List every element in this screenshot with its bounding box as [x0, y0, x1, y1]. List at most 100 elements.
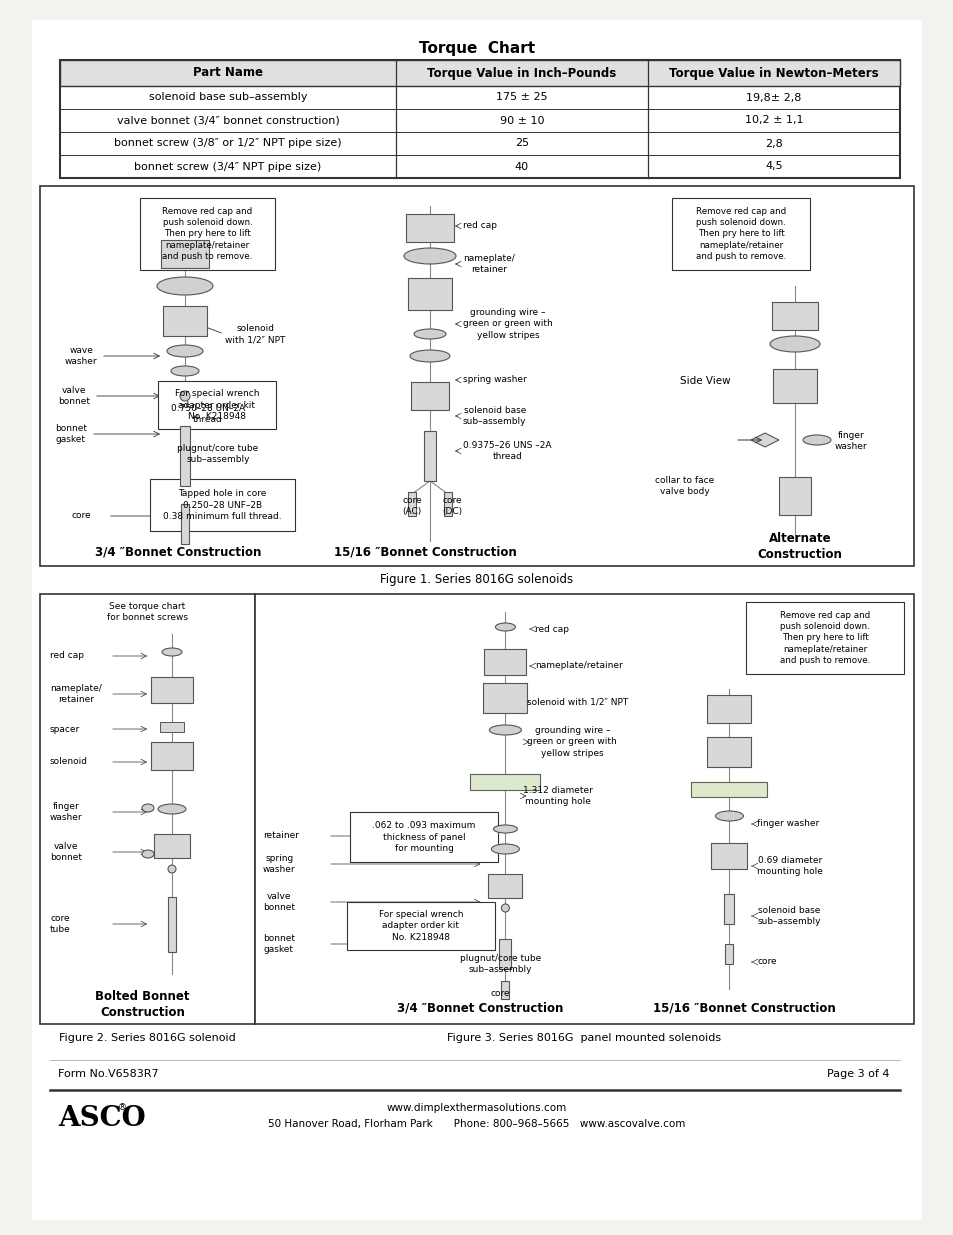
Text: 19,8± 2,8: 19,8± 2,8 [745, 93, 801, 103]
Text: See torque chart
for bonnet screws: See torque chart for bonnet screws [107, 601, 188, 622]
Bar [772, 369, 816, 403]
Text: red cap: red cap [50, 652, 84, 661]
Bar [180, 426, 190, 487]
Bar [501, 981, 509, 999]
Bar [484, 650, 526, 676]
Bar [40, 594, 254, 1024]
Ellipse shape [171, 366, 199, 375]
Bar [423, 431, 436, 480]
Text: spacer: spacer [50, 725, 80, 734]
Bar [671, 198, 809, 270]
Text: 15/16 ″Bonnet Construction: 15/16 ″Bonnet Construction [334, 546, 516, 558]
Ellipse shape [501, 904, 509, 911]
Text: retainer: retainer [263, 831, 298, 841]
Text: 90 ± 10: 90 ± 10 [499, 116, 543, 126]
Bar [724, 944, 733, 965]
Ellipse shape [142, 804, 153, 811]
Text: collar to face
valve body: collar to face valve body [655, 475, 714, 496]
Polygon shape [750, 433, 779, 447]
Text: core: core [71, 511, 91, 520]
Text: grounding wire –
green or green with
yellow stripes: grounding wire – green or green with yel… [527, 726, 617, 757]
Text: .062 to .093 maximum
thickness of panel
for mounting: .062 to .093 maximum thickness of panel … [372, 821, 476, 852]
Text: 175 ± 25: 175 ± 25 [496, 93, 547, 103]
Bar [350, 811, 497, 862]
Text: core
tube: core tube [50, 914, 71, 934]
Bar [150, 479, 294, 531]
Text: Alternate
Construction: Alternate Construction [757, 531, 841, 561]
Ellipse shape [495, 622, 515, 631]
Text: 4,5: 4,5 [764, 162, 782, 172]
Ellipse shape [157, 277, 213, 295]
Bar [779, 477, 810, 515]
Text: Remove red cap and
push solenoid down.
Then pry here to lift
nameplate/retainer
: Remove red cap and push solenoid down. T… [695, 207, 785, 261]
Text: valve
bonnet: valve bonnet [58, 387, 90, 406]
Ellipse shape [158, 804, 186, 814]
Text: valve bonnet (3/4″ bonnet construction): valve bonnet (3/4″ bonnet construction) [116, 116, 339, 126]
Bar [745, 601, 903, 674]
Text: core
(DC): core (DC) [441, 496, 461, 516]
Bar [771, 303, 817, 330]
Text: 0.750–28 UN–2A
thread: 0.750–28 UN–2A thread [171, 404, 245, 424]
Ellipse shape [168, 864, 175, 873]
Ellipse shape [715, 811, 742, 821]
Text: nameplate/
retainer: nameplate/ retainer [50, 684, 102, 704]
Bar [443, 492, 452, 516]
Text: Remove red cap and
push solenoid down.
Then pry here to lift
nameplate/retainer
: Remove red cap and push solenoid down. T… [162, 207, 253, 261]
Text: 10,2 ± 1,1: 10,2 ± 1,1 [744, 116, 802, 126]
Text: Form No.V6583R7: Form No.V6583R7 [58, 1070, 158, 1079]
Text: solenoid
with 1/2″ NPT: solenoid with 1/2″ NPT [225, 324, 285, 345]
Bar [411, 382, 449, 410]
Text: bonnet
gasket: bonnet gasket [263, 934, 294, 955]
Text: Figure 2. Series 8016G solenoid: Figure 2. Series 8016G solenoid [59, 1032, 235, 1044]
Bar [470, 774, 539, 790]
Text: finger
washer: finger washer [834, 431, 866, 451]
Text: solenoid base
sub–assembly: solenoid base sub–assembly [757, 906, 821, 926]
Text: Side View: Side View [679, 375, 730, 387]
Bar [60, 61, 899, 86]
Ellipse shape [180, 391, 190, 401]
Bar [158, 382, 275, 429]
Text: bonnet screw (3/8″ or 1/2″ NPT pipe size): bonnet screw (3/8″ or 1/2″ NPT pipe size… [114, 138, 341, 148]
Bar [151, 677, 193, 703]
Bar [181, 504, 189, 543]
Bar [488, 874, 522, 898]
Text: Torque Value in Inch–Pounds: Torque Value in Inch–Pounds [427, 67, 616, 79]
Text: www.dimplexthermasolutions.com: www.dimplexthermasolutions.com [387, 1103, 566, 1113]
Bar [153, 834, 190, 858]
Ellipse shape [491, 844, 518, 853]
Text: 0.9375–26 UNS –2A
thread: 0.9375–26 UNS –2A thread [462, 441, 551, 461]
Text: bonnet
gasket: bonnet gasket [55, 424, 87, 445]
Text: Figure 3. Series 8016G  panel mounted solenoids: Figure 3. Series 8016G panel mounted sol… [447, 1032, 720, 1044]
Text: grounding wire –
green or green with
yellow stripes: grounding wire – green or green with yel… [462, 309, 552, 340]
Bar [347, 902, 495, 950]
Text: ASCO: ASCO [58, 1104, 146, 1131]
Text: Figure 1. Series 8016G solenoids: Figure 1. Series 8016G solenoids [380, 573, 573, 587]
Bar [711, 844, 747, 869]
Text: red cap: red cap [535, 625, 569, 634]
Bar [707, 737, 751, 767]
Bar [723, 894, 734, 924]
Text: core: core [757, 957, 777, 967]
Text: plugnut/core tube
sub–assembly: plugnut/core tube sub–assembly [177, 443, 258, 464]
Ellipse shape [489, 725, 521, 735]
Text: Torque  Chart: Torque Chart [418, 41, 535, 56]
Text: Bolted Bonnet
Construction: Bolted Bonnet Construction [95, 989, 190, 1019]
Text: core: core [490, 989, 510, 999]
Text: Part Name: Part Name [193, 67, 263, 79]
Ellipse shape [414, 329, 446, 338]
Text: valve
bonnet: valve bonnet [50, 842, 82, 862]
Text: wave
washer: wave washer [65, 346, 97, 366]
Bar [408, 492, 416, 516]
Text: For special wrench
adapter order kit
No. K218948: For special wrench adapter order kit No.… [174, 389, 259, 421]
Ellipse shape [403, 248, 456, 264]
Text: Tapped hole in core
0.250–28 UNF–2B
0.38 minimum full thread.: Tapped hole in core 0.250–28 UNF–2B 0.38… [163, 489, 281, 521]
Bar [163, 306, 207, 336]
Ellipse shape [493, 825, 517, 832]
Text: 50 Hanover Road, Florham Park    Phone: 800–968–5665  www.ascovalve.com: 50 Hanover Road, Florham Park Phone: 800… [268, 1119, 685, 1129]
Ellipse shape [802, 435, 830, 445]
Text: Remove red cap and
push solenoid down.
Then pry here to lift
nameplate/retainer
: Remove red cap and push solenoid down. T… [779, 611, 869, 664]
Bar [40, 186, 913, 566]
Bar [408, 278, 452, 310]
Text: Torque Value in Newton–Meters: Torque Value in Newton–Meters [668, 67, 878, 79]
Text: solenoid base
sub–assembly: solenoid base sub–assembly [462, 406, 526, 426]
